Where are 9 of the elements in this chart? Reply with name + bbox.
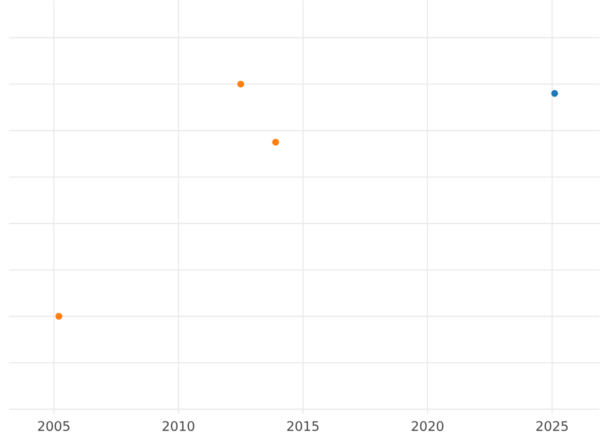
point <box>272 138 280 146</box>
x-tick-label: 2005 <box>38 421 70 432</box>
point <box>237 80 244 88</box>
x-tick-label: 2025 <box>536 421 568 432</box>
point <box>551 90 558 98</box>
point <box>55 313 62 320</box>
x-tick-label: 2015 <box>287 421 319 432</box>
x-tick-label: 2010 <box>162 421 194 432</box>
x-tick-label: 2020 <box>412 421 444 432</box>
